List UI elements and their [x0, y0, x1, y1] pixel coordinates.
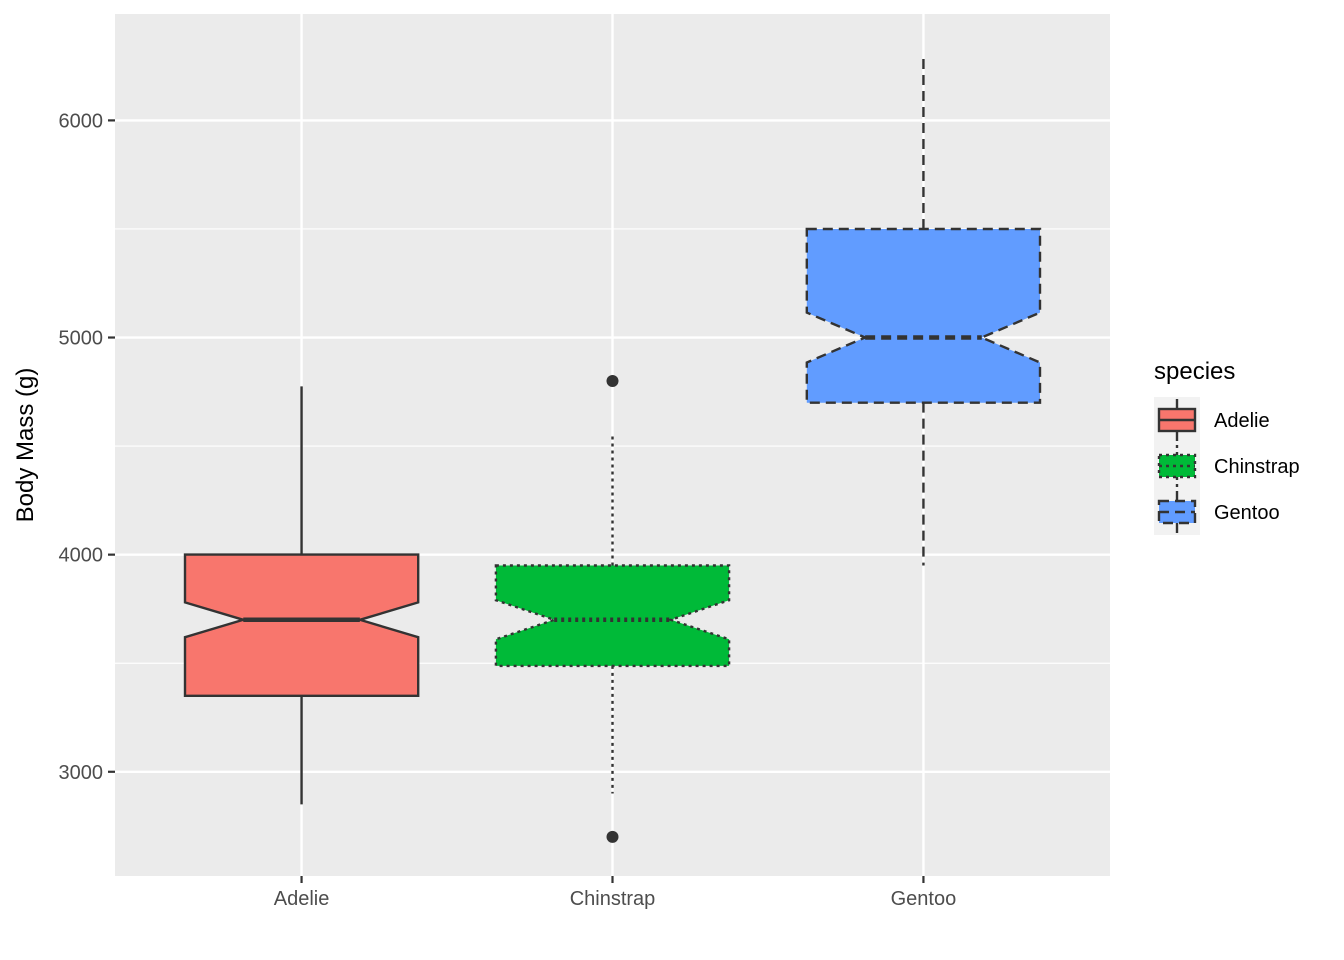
legend: species Adelie Chinstrap Gentoo [1154, 358, 1300, 535]
y-tick-label: 4000 [59, 545, 104, 567]
box-body [805, 227, 1042, 404]
x-tick-label: Adelie [274, 888, 330, 910]
box-chinstrap [494, 374, 731, 843]
x-tick-label: Chinstrap [570, 888, 656, 910]
box-body [494, 564, 731, 668]
legend-label: Gentoo [1214, 502, 1280, 524]
legend-item-adelie: Adelie [1154, 397, 1270, 443]
legend-item-gentoo: Gentoo [1154, 489, 1280, 535]
outlier-point [606, 830, 619, 843]
legend-title: species [1154, 358, 1235, 385]
y-tick-label: 6000 [59, 110, 104, 132]
box-gentoo [805, 55, 1042, 566]
box-adelie [183, 386, 420, 805]
x-tick-label: Gentoo [891, 888, 957, 910]
boxes [183, 55, 1042, 843]
y-tick-label: 5000 [59, 328, 104, 350]
x-axis: Adelie Chinstrap Gentoo [274, 876, 956, 910]
box-body [183, 553, 420, 697]
y-axis-title: Body Mass (g) [12, 368, 39, 523]
y-tick-label: 3000 [59, 762, 104, 784]
outlier-point [606, 374, 619, 387]
y-axis: 3000 4000 5000 6000 [59, 110, 115, 784]
legend-item-chinstrap: Chinstrap [1154, 443, 1300, 489]
legend-label: Adelie [1214, 410, 1270, 432]
legend-label: Chinstrap [1214, 456, 1300, 478]
